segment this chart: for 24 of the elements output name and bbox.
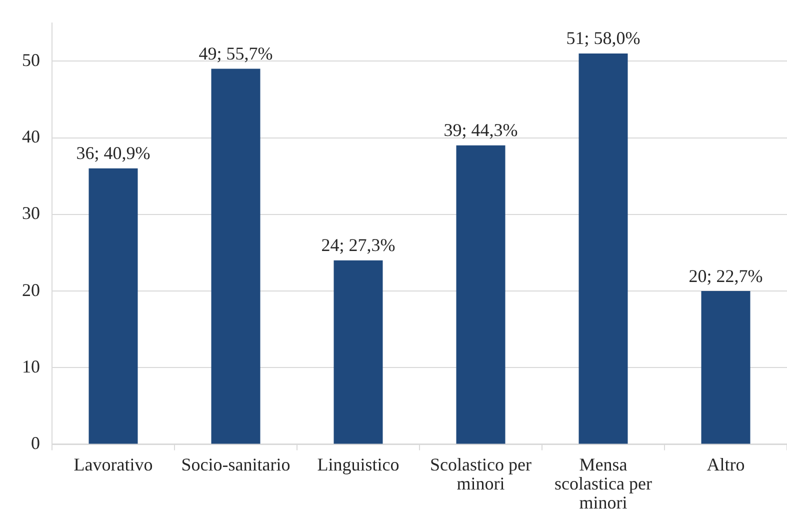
x-tick-label: Mensa scolastica per minori — [554, 454, 652, 512]
data-label: 20; 22,7% — [688, 266, 763, 286]
y-tick-label: 0 — [31, 433, 40, 454]
x-tick-label: Altro — [706, 454, 745, 474]
data-label: 36; 40,9% — [76, 143, 150, 164]
bar — [578, 53, 628, 444]
x-tick-label: Scolastico per minori — [430, 454, 532, 494]
data-label: 39; 44,3% — [444, 120, 518, 140]
y-tick-label: 10 — [22, 356, 40, 376]
y-tick-label: 30 — [22, 203, 40, 224]
bar — [334, 260, 383, 444]
y-tick-label: 40 — [22, 126, 40, 146]
bar — [88, 168, 138, 444]
bar — [701, 291, 750, 444]
bar — [456, 145, 506, 444]
y-tick-label: 50 — [22, 50, 40, 70]
x-tick-label: Linguistico — [317, 454, 400, 474]
data-label: 24; 27,3% — [321, 235, 396, 256]
y-tick-label: 20 — [22, 280, 40, 300]
x-tick-label: Lavorativo — [74, 454, 153, 474]
data-label: 51; 58,0% — [566, 28, 640, 48]
data-label: 49; 55,7% — [198, 44, 273, 64]
x-tick-label: Socio-sanitario — [181, 454, 290, 474]
bar — [211, 68, 260, 444]
